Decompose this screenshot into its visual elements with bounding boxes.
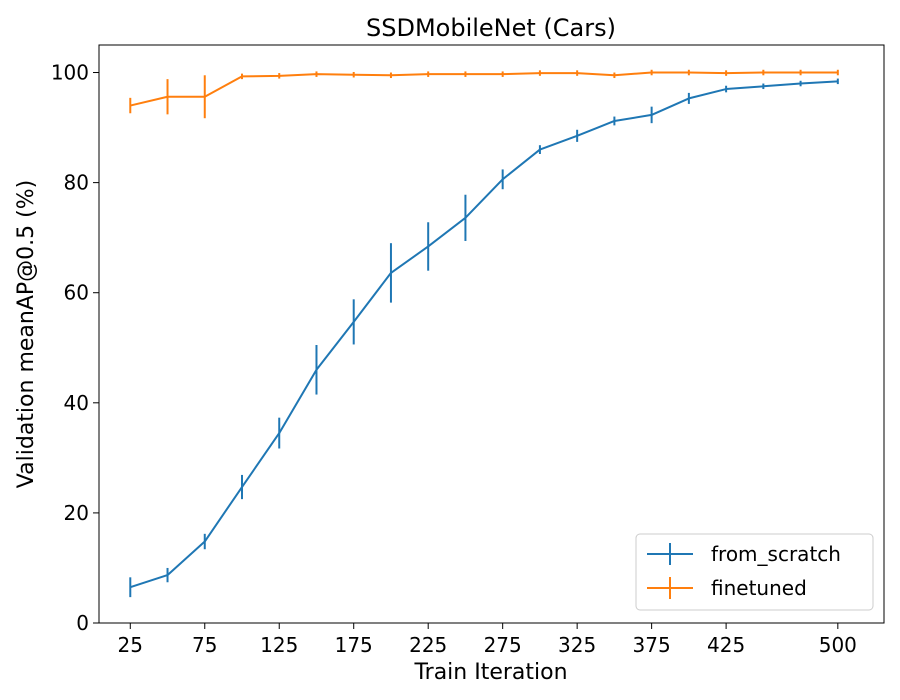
legend: from_scratch finetuned <box>635 533 874 611</box>
x-tick-label: 275 <box>484 633 522 657</box>
series-finetuned <box>129 69 839 119</box>
series-line <box>130 71 838 107</box>
x-tick-label: 500 <box>819 633 857 657</box>
x-tick-label: 425 <box>707 633 745 657</box>
y-axis-label: Validation meanAP@0.5 (%) <box>14 180 39 488</box>
series-from_scratch <box>129 78 839 598</box>
y-tick-label: 20 <box>64 501 89 525</box>
x-tick-label: 325 <box>558 633 596 657</box>
x-tick-label: 125 <box>260 633 298 657</box>
x-axis-label: Train Iteration <box>413 660 567 685</box>
plot-area <box>129 69 839 598</box>
x-tick-label: 375 <box>633 633 671 657</box>
y-axis: 0 20 40 60 80 100 <box>51 61 99 635</box>
y-tick-label: 60 <box>64 281 89 305</box>
chart-title: SSDMobileNet (Cars) <box>366 14 616 42</box>
x-tick-label: 175 <box>335 633 373 657</box>
x-tick-label: 75 <box>192 633 217 657</box>
y-tick-label: 80 <box>64 171 89 195</box>
legend-label: finetuned <box>711 576 807 600</box>
legend-label: from_scratch <box>711 542 841 566</box>
plot-frame <box>98 44 885 624</box>
legend-box <box>635 533 874 611</box>
x-axis: 25 75 125 175 225 275 325 375 425 500 <box>118 623 857 657</box>
y-tick-label: 100 <box>51 61 89 85</box>
x-tick-label: 225 <box>409 633 447 657</box>
series-line <box>129 80 838 589</box>
y-tick-label: 0 <box>76 611 89 635</box>
y-tick-label: 40 <box>64 391 89 415</box>
x-tick-label: 25 <box>118 633 143 657</box>
